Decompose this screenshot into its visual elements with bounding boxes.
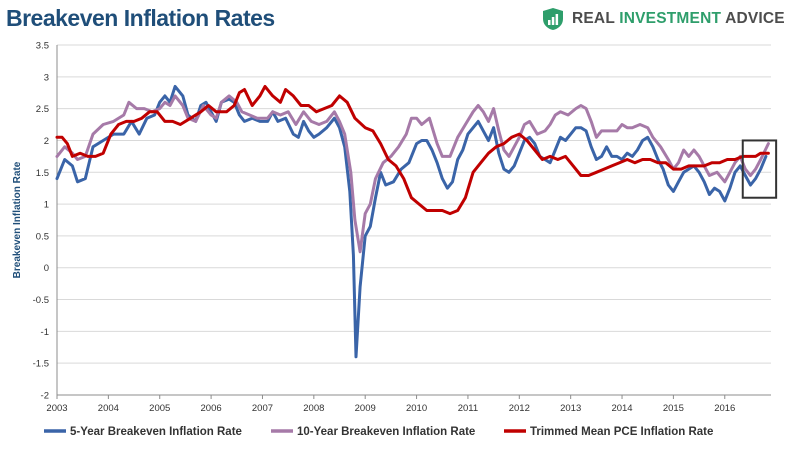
x-tick-label: 2009 (355, 403, 376, 414)
x-tick-label: 2003 (46, 403, 67, 414)
x-axis-ticks: 2003 2004 2005 2006 2007 2008 2009 2010 2011 2012… (46, 395, 735, 414)
x-tick-label: 2013 (560, 403, 581, 414)
y-tick-label: 1.5 (36, 168, 49, 179)
brand-name: REAL INVESTMENT ADVICE (572, 10, 785, 28)
x-tick-label: 2011 (458, 403, 478, 414)
x-tick-label: 2015 (663, 403, 684, 414)
series-line-1 (55, 84, 768, 359)
brand-logo: REAL INVESTMENT ADVICE (542, 7, 785, 31)
y-axis-ticks: 3.5 3 2.5 2 1.5 1 0.5 0 -0.5 -1 -1.5 -2 (33, 41, 49, 402)
y-tick-label: -2 (41, 391, 49, 402)
x-tick-label: 2004 (98, 403, 119, 414)
brand-name-part2: INVESTMENT (619, 10, 726, 27)
legend-label-1: 5-Year Breakeven Inflation Rate (70, 426, 242, 438)
brand-name-part3: ADVICE (725, 10, 785, 27)
chart-title: Breakeven Inflation Rates (6, 5, 275, 31)
legend: 5-Year Breakeven Inflation Rate 10-Year B… (44, 426, 713, 438)
x-tick-label: 2007 (252, 403, 273, 414)
legend-label-2: 10-Year Breakeven Inflation Rate (297, 426, 475, 438)
x-tick-label: 2010 (406, 403, 427, 414)
y-tick-label: 0.5 (36, 231, 49, 242)
y-tick-label: -0.5 (33, 295, 49, 306)
y-tick-label: 3 (44, 72, 49, 83)
series-lines (55, 84, 770, 359)
legend-label-3: Trimmed Mean PCE Inflation Rate (530, 426, 713, 438)
y-tick-label: 2.5 (36, 104, 49, 115)
x-tick-label: 2008 (303, 403, 324, 414)
highlight-box (741, 139, 778, 199)
axes (56, 45, 771, 396)
x-tick-label: 2005 (149, 403, 170, 414)
x-tick-label: 2006 (201, 403, 222, 414)
series-line-2 (55, 94, 770, 254)
y-axis-label: Breakeven Inflation Rate (12, 161, 23, 278)
x-tick-label: 2014 (611, 403, 632, 414)
y-tick-label: -1 (41, 327, 49, 338)
series-line-3 (55, 84, 770, 216)
y-tick-label: 0 (44, 263, 49, 274)
x-tick-label: 2012 (509, 403, 530, 414)
y-tick-label: 1 (44, 200, 49, 211)
x-tick-label: 2016 (714, 403, 735, 414)
brand-name-part1: REAL (572, 10, 620, 27)
shield-chart-icon (543, 8, 563, 30)
y-tick-label: 2 (44, 136, 49, 147)
y-tick-label: 3.5 (36, 41, 49, 52)
y-tick-label: -1.5 (33, 359, 49, 370)
